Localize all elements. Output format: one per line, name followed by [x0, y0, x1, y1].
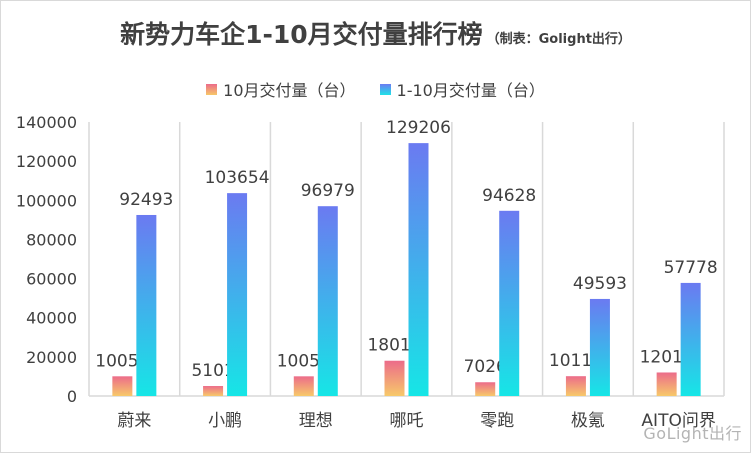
- bar-monthly: [565, 376, 586, 396]
- bar-cumulative: [227, 193, 248, 396]
- bar-cumulative: [408, 143, 429, 396]
- x-tick-label: AITO问界: [641, 411, 715, 431]
- chart-title: 新势力车企1-10月交付量排行榜: [120, 20, 483, 49]
- bar-cumulative: [136, 214, 157, 396]
- y-tick-label: 80000: [26, 230, 77, 249]
- chart-legend: 10月交付量（台） 1-10月交付量（台）: [1, 77, 750, 101]
- x-tick-label: 蔚来: [117, 411, 151, 431]
- bar-cumulative: [680, 282, 701, 396]
- data-label-cumulative: 49593: [573, 274, 627, 294]
- bar-monthly: [203, 386, 224, 396]
- bar-monthly: [475, 382, 496, 396]
- chart-title-row: 新势力车企1-10月交付量排行榜 （制表：Golight出行）: [1, 15, 750, 51]
- bar-cumulative: [589, 298, 610, 396]
- data-label-cumulative: 103654: [205, 168, 270, 188]
- watermark: GoLight出行: [643, 424, 742, 443]
- y-tick-label: 20000: [26, 348, 77, 367]
- data-label-cumulative: 92493: [119, 190, 173, 210]
- data-label-monthly: 10119: [549, 351, 603, 371]
- data-label-cumulative: 94628: [482, 186, 536, 206]
- bar-monthly: [384, 360, 405, 396]
- x-tick-label: 零跑: [480, 411, 514, 431]
- x-tick-label: 极氪: [571, 411, 605, 431]
- legend-item-cumulative: 1-10月交付量（台）: [379, 77, 545, 101]
- bar-cumulative: [499, 210, 520, 396]
- chart-subtitle: （制表：Golight出行）: [486, 32, 631, 47]
- data-label-monthly: 7026: [464, 357, 507, 377]
- legend-label-cumulative: 1-10月交付量（台）: [396, 81, 545, 100]
- x-tick-label: 哪吒: [390, 411, 424, 431]
- x-tick-label: 理想: [299, 411, 333, 431]
- legend-swatch-monthly: [206, 83, 218, 95]
- legend-label-monthly: 10月交付量（台）: [223, 81, 356, 100]
- data-label-monthly: 10052: [277, 351, 331, 371]
- data-label-monthly: 10059: [95, 351, 149, 371]
- bar-cumulative: [317, 206, 338, 396]
- x-tick-label: 小鹏: [208, 411, 242, 431]
- y-tick-label: 0: [67, 387, 77, 406]
- data-label-cumulative: 57778: [664, 258, 718, 278]
- bar-monthly: [656, 372, 677, 396]
- data-label-monthly: 5101: [191, 361, 234, 381]
- data-label-monthly: 18016: [367, 336, 421, 356]
- bar-monthly: [293, 376, 314, 396]
- y-tick-label: 40000: [26, 309, 77, 328]
- bar-monthly: [112, 376, 133, 396]
- data-label-cumulative: 96979: [301, 181, 355, 201]
- y-tick-label: 60000: [26, 270, 77, 289]
- data-label-cumulative: 129206: [386, 118, 451, 138]
- legend-item-monthly: 10月交付量（台）: [206, 77, 356, 101]
- y-tick-label: 100000: [16, 191, 77, 210]
- legend-swatch-cumulative: [379, 83, 391, 95]
- y-tick-label: 120000: [16, 152, 77, 171]
- data-label-monthly: 12018: [640, 347, 694, 367]
- y-tick-label: 140000: [16, 113, 77, 132]
